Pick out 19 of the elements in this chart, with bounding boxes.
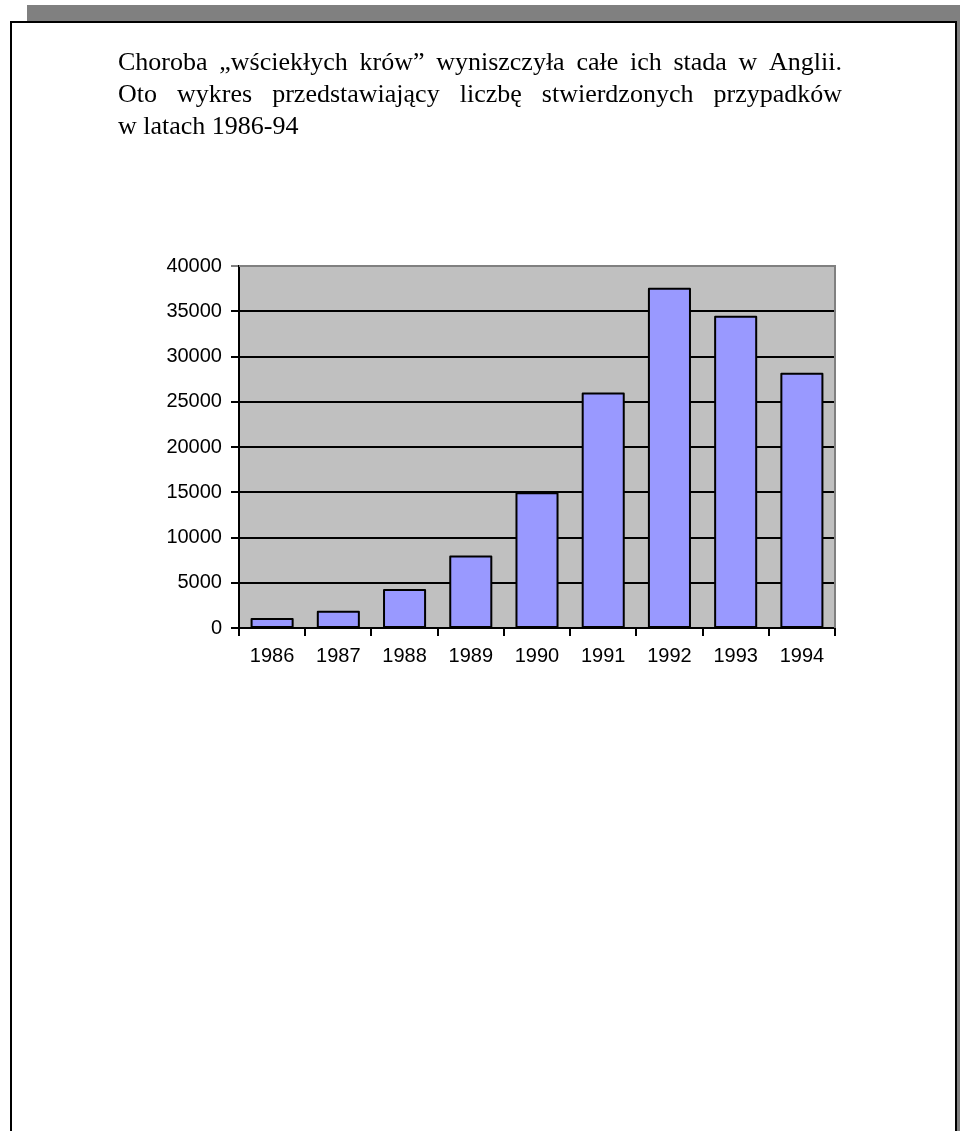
- y-tick-label: 15000: [166, 479, 222, 502]
- x-tick-label: 1986: [249, 643, 295, 666]
- y-tick-label: 35000: [166, 298, 222, 321]
- y-tick-label: 10000: [166, 525, 222, 548]
- y-tick-label: 25000: [166, 389, 222, 412]
- y-tick-label: 0: [210, 615, 222, 638]
- x-tick-label: 1992: [647, 643, 692, 666]
- chart-title: Choroba „wściekłych krów” wyniszczyła całe ich stada w Anglii. Oto wykres przedstawiający liczbę stwierdzonych przypadków w latach 1986-94: [118, 46, 842, 142]
- y-tick-label: 30000: [166, 344, 222, 367]
- y-tick-label: 40000: [166, 253, 222, 276]
- x-tick-label: 1989: [448, 643, 494, 666]
- x-tick-label: 1987: [316, 643, 361, 666]
- x-tick-label: 1988: [382, 643, 427, 666]
- x-tick-label: 1990: [514, 643, 560, 666]
- x-tick-label: 1991: [580, 643, 626, 666]
- x-tick-label: 1993: [713, 643, 758, 666]
- y-tick-label: 5000: [177, 570, 222, 593]
- y-tick-label: 20000: [166, 434, 222, 457]
- x-tick-label: 1994: [779, 643, 825, 666]
